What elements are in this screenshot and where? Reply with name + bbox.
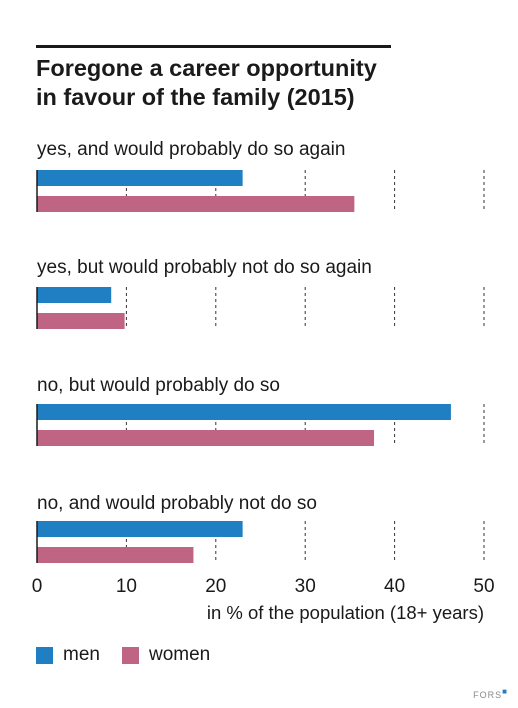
- x-tick-label: 40: [384, 576, 405, 597]
- category-label: yes, but would probably not do so again: [37, 257, 372, 278]
- chart-title-line-2: in favour of the family (2015): [36, 84, 355, 110]
- x-tick-label: 0: [32, 576, 43, 597]
- x-axis-title: in % of the population (18+ years): [207, 602, 484, 623]
- x-tick-label: 50: [473, 576, 494, 597]
- legend-label-men: men: [63, 644, 100, 665]
- legend-swatch-men: [36, 646, 53, 664]
- bar-women: [37, 313, 125, 329]
- bar-women: [37, 196, 355, 212]
- legend: men women: [36, 644, 232, 666]
- bar-men: [37, 521, 243, 537]
- bar-men: [37, 404, 451, 420]
- category-label: no, but would probably do so: [37, 375, 280, 396]
- category-label: no, and would probably not do so: [37, 493, 317, 514]
- x-tick-label: 10: [116, 576, 137, 597]
- legend-label-women: women: [148, 644, 211, 665]
- fors-logo: FORS■: [473, 687, 508, 700]
- title-rule: [36, 45, 391, 48]
- bar-women: [37, 430, 375, 446]
- legend-item-women: women: [121, 644, 211, 666]
- x-tick-label: 30: [295, 576, 316, 597]
- bar-men: [37, 287, 112, 303]
- legend-item-men: men: [36, 644, 100, 666]
- legend-swatch-women: [121, 646, 139, 664]
- category-label: yes, and would probably do so again: [37, 139, 345, 160]
- chart-title-line-1: Foregone a career opportunity: [36, 55, 377, 81]
- bar-women: [37, 547, 194, 563]
- bar-men: [37, 170, 243, 186]
- chart-title: Foregone a career opportunity in favour …: [36, 54, 496, 112]
- x-tick-label: 20: [205, 576, 226, 597]
